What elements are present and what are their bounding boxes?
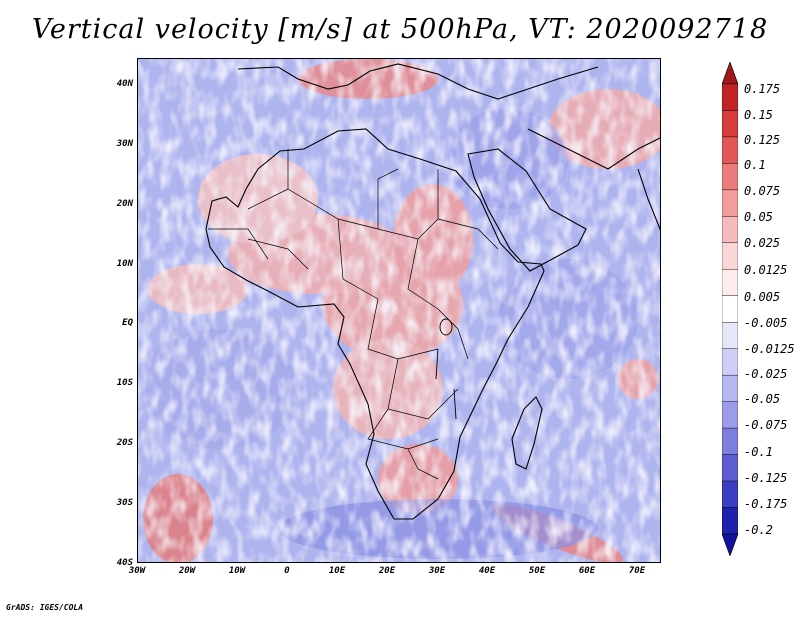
lat-tick-30s: 30S [116, 498, 133, 508]
colorbar-segments [722, 62, 738, 556]
india-coastline [637, 168, 660, 231]
colorbar-segment [722, 136, 738, 164]
colorbar-label: 0.005 [744, 290, 781, 304]
colorbar-top-arrow [722, 62, 738, 85]
lon-tick-10w: 10W [228, 566, 246, 576]
lon-tick-60e: 60E [578, 566, 596, 576]
colorbar-segment [722, 348, 738, 376]
colorbar-label: 0.175 [744, 82, 781, 96]
lat-tick-20n: 20N [116, 199, 133, 209]
colorbar-label: -0.2 [744, 523, 773, 537]
colorbar-segment [722, 216, 738, 244]
colorbar-segment [722, 374, 738, 402]
lat-tick-eq: EQ [122, 318, 133, 328]
colorbar-segment [722, 189, 738, 217]
africa-coastline [205, 128, 545, 520]
lon-tick-30w: 30W [128, 566, 146, 576]
lon-tick-50e: 50E [528, 566, 546, 576]
colorbar-label: -0.175 [744, 497, 788, 511]
colorbar-segment [722, 427, 738, 455]
asia-coastline [527, 128, 660, 170]
grads-credit: GrADS: IGES/COLA [6, 603, 84, 612]
lon-tick-70e: 70E [628, 566, 646, 576]
lon-tick-30e: 30E [428, 566, 446, 576]
country-borders [208, 149, 499, 480]
lat-tick-10n: 10N [116, 259, 133, 269]
madagascar-coastline [511, 396, 543, 470]
lat-tick-20s: 20S [116, 438, 133, 448]
lon-tick-0: 0 [284, 566, 290, 576]
colorbar-segment [722, 269, 738, 296]
colorbar-segment [722, 83, 738, 111]
lon-tick-20e: 20E [378, 566, 396, 576]
map-panel [137, 58, 661, 563]
colorbar-label: 0.075 [744, 184, 781, 198]
europe-coastline [237, 63, 599, 100]
colorbar-segment [722, 507, 738, 535]
lat-tick-30n: 30N [116, 139, 133, 149]
colorbar-label: -0.125 [744, 471, 788, 485]
velocity-map [138, 59, 660, 562]
colorbar-label: -0.1 [744, 445, 773, 459]
lakes [435, 318, 457, 420]
colorbar-segment [722, 295, 738, 323]
colorbar-bottom-arrow [722, 533, 738, 556]
colorbar [722, 62, 738, 556]
lat-tick-40s: 40S [116, 558, 133, 568]
colorbar-segment [722, 163, 738, 191]
colorbar-segment [722, 454, 738, 482]
lon-tick-10e: 10E [328, 566, 346, 576]
colorbar-segment [722, 322, 738, 349]
colorbar-label: 0.1 [744, 158, 766, 172]
field-texture [138, 59, 660, 562]
colorbar-segment [722, 242, 738, 270]
arabia-coastline [467, 148, 587, 272]
colorbar-segment [722, 480, 738, 508]
lon-tick-20w: 20W [178, 566, 196, 576]
colorbar-segment [722, 401, 738, 429]
colorbar-label: -0.05 [744, 392, 781, 406]
lat-tick-10s: 10S [116, 378, 133, 388]
lon-tick-40e: 40E [478, 566, 496, 576]
coastlines [205, 63, 660, 520]
colorbar-label: 0.0125 [744, 263, 788, 277]
colorbar-label: 0.15 [744, 108, 773, 122]
lat-tick-40n: 40N [116, 79, 133, 89]
colorbar-label: 0.05 [744, 210, 773, 224]
colorbar-label: -0.005 [744, 316, 788, 330]
colorbar-label: 0.125 [744, 133, 781, 147]
colorbar-label: 0.025 [744, 236, 781, 250]
colorbar-label: -0.075 [744, 418, 788, 432]
chart-title: Vertical velocity [m/s] at 500hPa, VT: 2… [31, 14, 769, 45]
colorbar-segment [722, 110, 738, 138]
colorbar-label: -0.0125 [744, 342, 795, 356]
colorbar-label: -0.025 [744, 367, 788, 381]
